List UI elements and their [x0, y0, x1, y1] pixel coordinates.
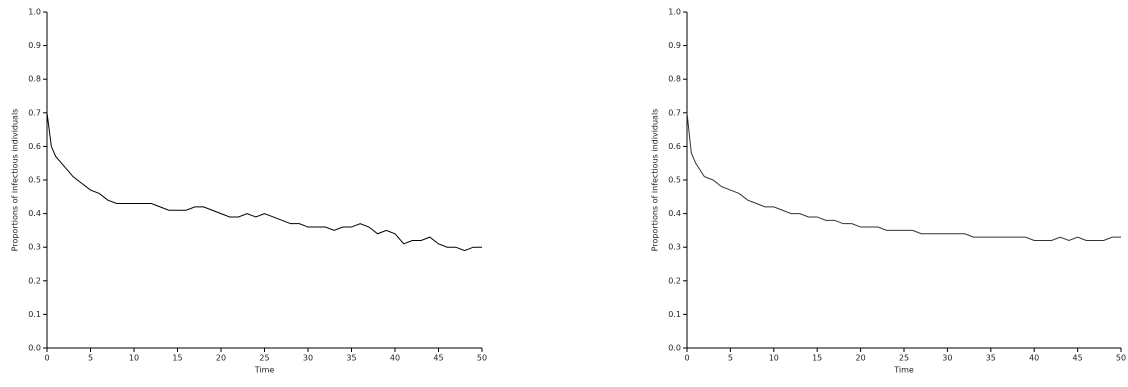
y-tick-label: 0.0 — [28, 344, 41, 353]
x-tick-label: 10 — [769, 354, 779, 363]
x-tick-label: 40 — [1029, 354, 1039, 363]
x-tick-label: 0 — [684, 354, 689, 363]
y-tick-label: 1.0 — [668, 8, 681, 17]
y-tick-label: 0.6 — [28, 142, 41, 151]
x-tick-label: 45 — [433, 354, 443, 363]
y-tick-label: 0.9 — [668, 41, 681, 50]
x-tick-label: 50 — [477, 354, 487, 363]
x-tick-label: 40 — [390, 354, 400, 363]
y-tick-label: 0.1 — [28, 310, 41, 319]
y-tick-label: 0.2 — [668, 276, 681, 285]
x-tick-label: 30 — [303, 354, 313, 363]
y-tick-label: 0.3 — [28, 243, 41, 252]
y-tick-label: 0.7 — [668, 108, 681, 117]
x-axis-label: Time — [893, 366, 914, 375]
y-tick-label: 1.0 — [28, 8, 41, 17]
x-tick-label: 15 — [812, 354, 822, 363]
x-tick-label: 10 — [129, 354, 139, 363]
line — [46, 112, 482, 252]
x-tick-label: 0 — [44, 354, 49, 363]
y-tick-label: 0.4 — [668, 209, 681, 218]
x-tick-label: 45 — [1073, 354, 1083, 363]
y-tick-label: 0.2 — [28, 276, 41, 285]
y-tick-label: 0.8 — [28, 75, 41, 84]
x-tick-label: 5 — [728, 354, 733, 363]
y-axis-label: Proportions of infectious individuals — [651, 109, 660, 252]
line — [686, 112, 1121, 242]
x-tick-label: 25 — [899, 354, 909, 363]
y-axis-label: Proportions of infectious individuals — [11, 109, 20, 252]
x-tick-label: 5 — [88, 354, 93, 363]
x-tick-label: 30 — [942, 354, 952, 363]
y-tick-label: 0.0 — [668, 344, 681, 353]
x-axis-label: Time — [254, 366, 275, 375]
y-tick-label: 0.6 — [668, 142, 681, 151]
y-tick-label: 0.5 — [28, 176, 41, 185]
y-tick-label: 0.8 — [668, 75, 681, 84]
x-tick-label: 20 — [216, 354, 226, 363]
x-tick-label: 35 — [986, 354, 996, 363]
y-tick-label: 0.3 — [668, 243, 681, 252]
x-tick-label: 15 — [172, 354, 182, 363]
x-tick-label: 50 — [1116, 354, 1126, 363]
x-tick-label: 25 — [259, 354, 269, 363]
x-tick-label: 20 — [856, 354, 866, 363]
y-tick-label: 0.9 — [28, 41, 41, 50]
y-tick-label: 0.1 — [668, 310, 681, 319]
y-tick-label: 0.5 — [668, 176, 681, 185]
y-tick-label: 0.4 — [28, 209, 41, 218]
x-tick-label: 35 — [346, 354, 356, 363]
y-tick-label: 0.7 — [28, 108, 41, 117]
